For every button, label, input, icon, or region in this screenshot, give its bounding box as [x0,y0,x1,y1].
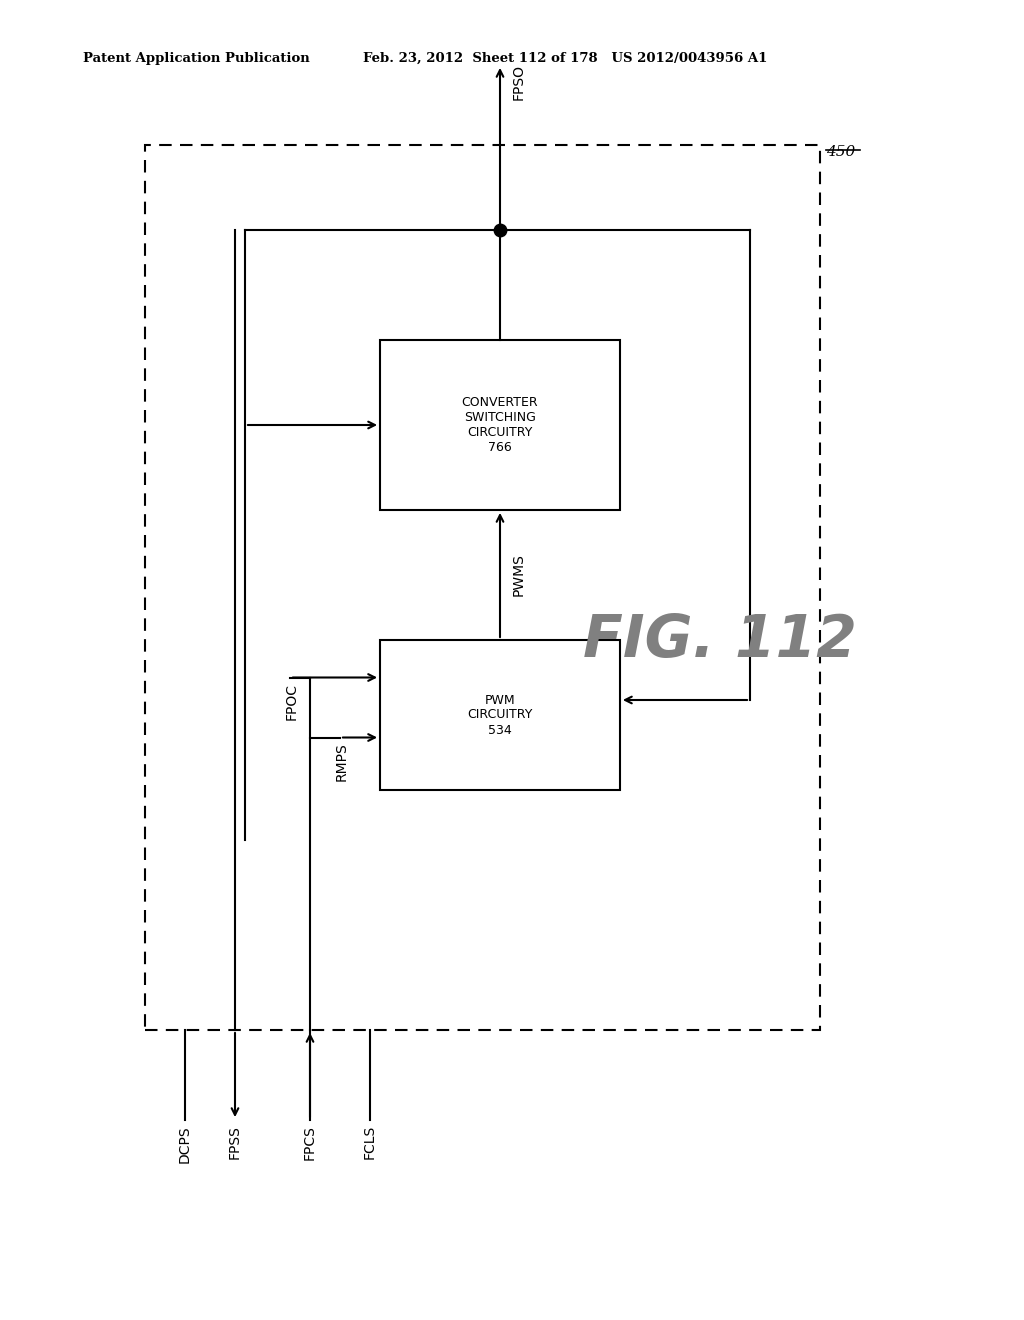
Text: FIG. 112: FIG. 112 [583,611,857,668]
Text: 450: 450 [826,145,855,158]
Text: Patent Application Publication: Patent Application Publication [83,51,309,65]
Text: FCLS: FCLS [362,1125,377,1159]
Bar [380,640,620,789]
Text: RMPS: RMPS [335,742,349,781]
Text: FPSS: FPSS [228,1125,242,1159]
Bar [145,145,820,1030]
Text: CONVERTER
SWITCHING
CIRCUITRY
766: CONVERTER SWITCHING CIRCUITRY 766 [462,396,539,454]
Text: DCPS: DCPS [178,1125,193,1163]
Text: PWMS: PWMS [512,553,526,597]
Text: PWM
CIRCUITRY
534: PWM CIRCUITRY 534 [467,693,532,737]
Text: Feb. 23, 2012  Sheet 112 of 178   US 2012/0043956 A1: Feb. 23, 2012 Sheet 112 of 178 US 2012/0… [362,51,767,65]
Bar [380,341,620,510]
Text: FPOC: FPOC [285,682,299,719]
Text: FPCS: FPCS [303,1125,317,1160]
Text: FPSO: FPSO [512,63,526,100]
